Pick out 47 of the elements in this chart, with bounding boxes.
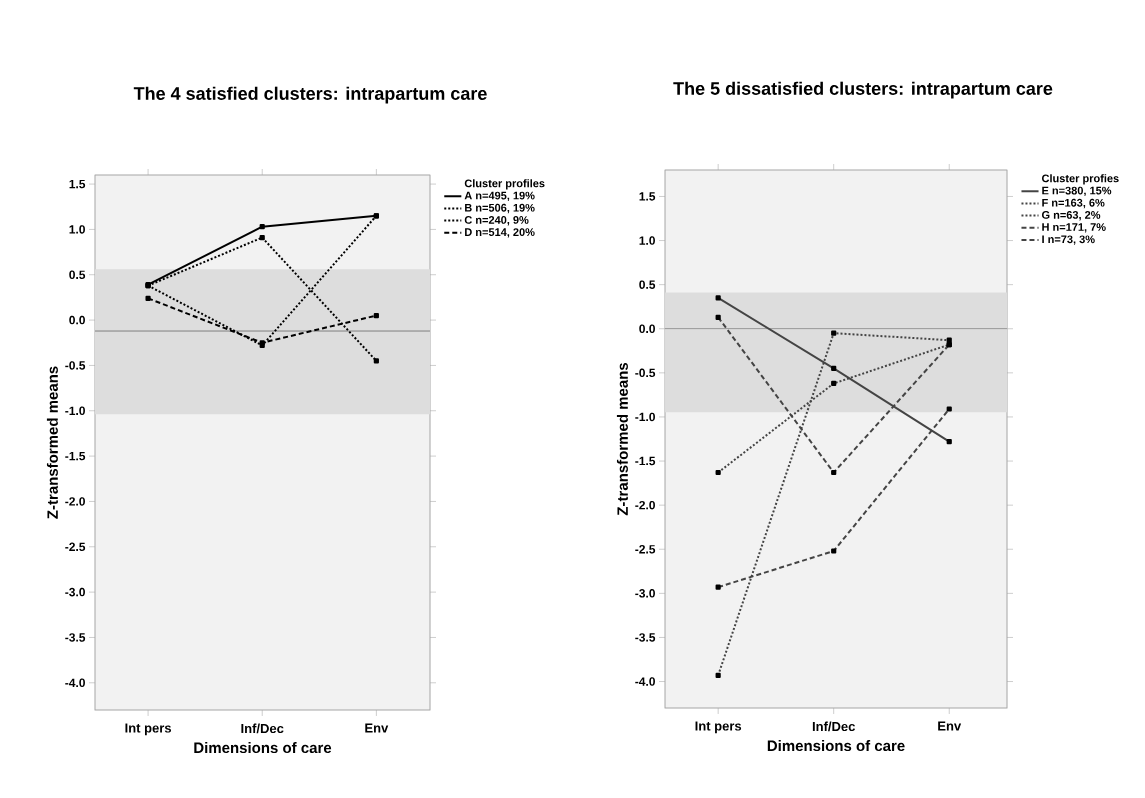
y-tick-label: -1.5: [65, 451, 86, 461]
y-tick-label: -3.0: [65, 587, 85, 597]
y-tick-label: 0.0: [639, 324, 655, 333]
x-tick-label: Inf/Dec: [241, 723, 284, 734]
y-tick-label: 0.5: [69, 270, 86, 279]
chart-title: The 4 satisfied clusters: intrapartum care: [133, 86, 487, 104]
y-tick-label: -2.0: [65, 497, 85, 506]
y-tick-label: -1.5: [635, 456, 656, 466]
legend-label: C n=240, 9%: [464, 216, 529, 226]
x-axis-title: Dimensions of care: [194, 742, 332, 754]
x-tick-label: Inf/Dec: [812, 721, 855, 732]
y-tick-label: -0.5: [65, 361, 86, 370]
y-tick-label: 0.0: [69, 315, 85, 325]
y-tick-label: -3.5: [635, 633, 656, 642]
x-axis-title: Dimensions of care: [767, 740, 905, 752]
legend-label: B n=506, 19%: [465, 203, 535, 214]
legend-label: A n=495, 19%: [464, 191, 535, 202]
y-tick-label: -0.5: [635, 368, 656, 378]
y-axis-title: Z-transformed means: [616, 362, 628, 516]
x-tick-label: Env: [938, 721, 962, 731]
y-tick-label: -3.0: [635, 589, 655, 598]
x-tick-label: Int pers: [695, 721, 742, 734]
legend-label: D n=514, 20%: [465, 228, 535, 238]
legend-label: I n=73, 3%: [1042, 235, 1095, 245]
legend-title: Cluster profies: [1042, 174, 1119, 185]
y-tick-label: 1.5: [639, 192, 656, 201]
y-tick-label: -1.0: [635, 412, 655, 422]
y-tick-label: -2.5: [635, 545, 656, 554]
y-tick-label: -2.5: [65, 542, 86, 552]
legend-label: F n=163, 6%: [1042, 198, 1105, 209]
y-tick-label: -4.0: [65, 678, 85, 688]
y-tick-label: -4.0: [635, 677, 655, 686]
y-tick-label: 1.5: [69, 179, 86, 189]
chart-title: The 5 dissatisfied clusters: intrapartum care: [673, 81, 1053, 99]
y-tick-label: -2.0: [635, 500, 655, 510]
x-tick-label: Env: [365, 723, 389, 733]
y-tick-label: 1.0: [69, 225, 85, 234]
x-tick-label: Int pers: [125, 723, 172, 736]
y-tick-label: 0.5: [639, 280, 656, 289]
legend-title: Cluster profiles: [464, 179, 545, 190]
y-tick-label: 1.0: [639, 236, 655, 245]
y-tick-label: -3.5: [65, 633, 86, 642]
legend-label: H n=171, 7%: [1042, 223, 1106, 233]
y-tick-label: -1.0: [65, 406, 85, 415]
legend-label: E n=380, 15%: [1042, 186, 1112, 197]
legend-label: G n=63, 2%: [1042, 211, 1101, 221]
y-axis-title: Z-transformed means: [46, 366, 58, 519]
